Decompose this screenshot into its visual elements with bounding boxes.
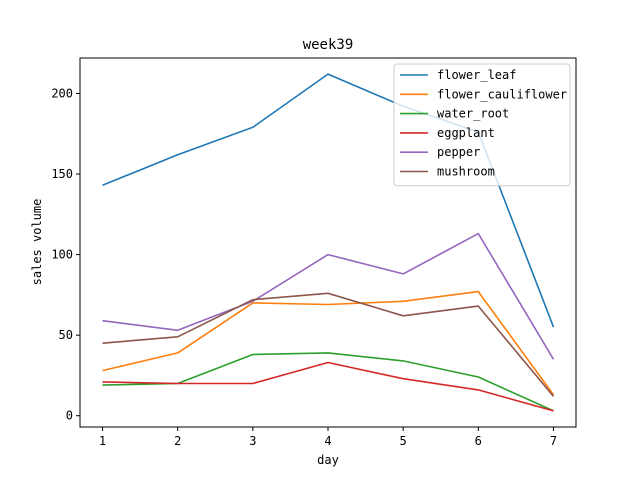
x-tick-label: 4: [324, 434, 331, 448]
x-tick-label: 1: [99, 434, 106, 448]
legend-label: flower_leaf: [437, 68, 516, 82]
x-tick-label: 5: [400, 434, 407, 448]
x-tick-label: 7: [550, 434, 557, 448]
x-axis-label: day: [317, 453, 339, 467]
y-tick-label: 100: [51, 248, 73, 262]
legend-label: mushroom: [437, 165, 495, 179]
y-axis-label: sales volume: [30, 199, 44, 286]
chart-title: week39: [303, 37, 354, 53]
legend-box: [393, 63, 571, 187]
legend-label: flower_cauliflower: [437, 87, 567, 101]
x-tick-label: 2: [174, 434, 181, 448]
y-tick-label: 0: [66, 409, 73, 423]
y-tick-label: 50: [59, 328, 73, 342]
series-line-eggplant: [102, 361, 554, 412]
legend-label: water_root: [437, 107, 509, 121]
series-line-flower-cauliflower: [102, 290, 555, 396]
y-tick-label: 150: [51, 167, 73, 181]
x-tick-label: 6: [475, 434, 482, 448]
series-line-mushroom: [102, 292, 555, 397]
y-tick-label: 200: [51, 86, 73, 100]
legend: flower_leaf flower_cauliflower water_roote…: [393, 63, 571, 187]
x-tick-label: 3: [249, 434, 256, 448]
legend-label: eggplant: [437, 126, 495, 140]
legend-label: pepper: [437, 145, 480, 159]
series-line-pepper: [102, 232, 555, 360]
